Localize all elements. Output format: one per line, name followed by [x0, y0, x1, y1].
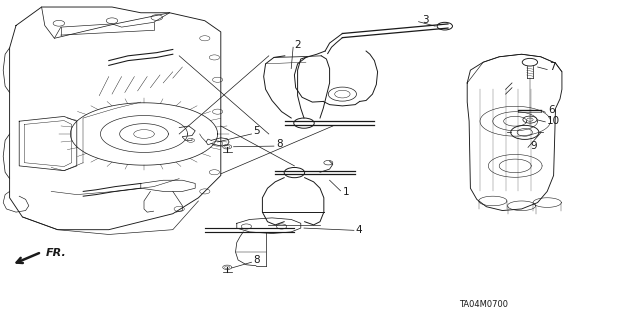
Text: 8: 8 — [253, 255, 260, 265]
Text: 10: 10 — [547, 115, 561, 126]
Text: 6: 6 — [548, 105, 554, 115]
Text: FR.: FR. — [46, 248, 67, 258]
Text: 7: 7 — [549, 62, 556, 72]
Text: 2: 2 — [294, 40, 301, 50]
Text: 4: 4 — [356, 225, 362, 235]
Text: TA04M0700: TA04M0700 — [459, 300, 508, 309]
Text: 3: 3 — [422, 15, 428, 25]
Text: 8: 8 — [276, 138, 283, 149]
Text: 5: 5 — [253, 126, 260, 137]
Text: 1: 1 — [342, 187, 349, 197]
Text: 9: 9 — [530, 141, 536, 151]
